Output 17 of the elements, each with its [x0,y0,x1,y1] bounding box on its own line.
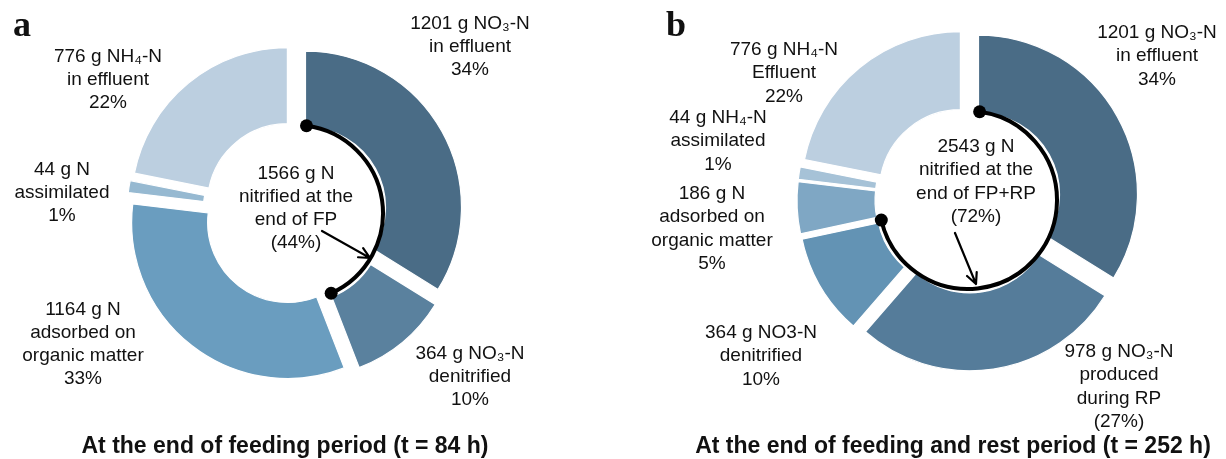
text: At the end of feeding period (t = 84 h) [81,432,489,458]
slice-label: 364 g NO3-N denitrified 10% [705,320,817,389]
text: 1566 g N nitrified at the end of FP (44%) [238,161,354,252]
slice-label: 776 g NH₄-N in effluent 22% [53,44,163,112]
slice-label: 44 g N assimilated 1% [14,157,110,225]
slice-label: 1201 g NO₃-N in effluent 34% [410,11,530,79]
slice-label: 1164 g N adsorbed on organic matter 33% [22,297,145,388]
slice-label: 186 g N adsorbed on organic matter 5% [651,181,774,274]
text: 2543 g N nitrified at the end of FP+RP (72%) [916,134,1036,227]
slice-label: 978 g NO₃-N produced during RP (27%) [1064,339,1174,432]
text: b [666,4,687,44]
slice-label: 364 g NO₃-N denitrified 10% [415,341,525,409]
text: At the end of feeding and rest period (t = 252 h) [695,432,1211,458]
slice-label: 776 g NH₄-N Effluent 22% [729,37,839,106]
slice-label: 1201 g NO₃-N in effluent 34% [1097,20,1217,89]
text: a [13,4,31,44]
slice-label: 44 g NH₄-N assimilated 1% [669,105,767,174]
